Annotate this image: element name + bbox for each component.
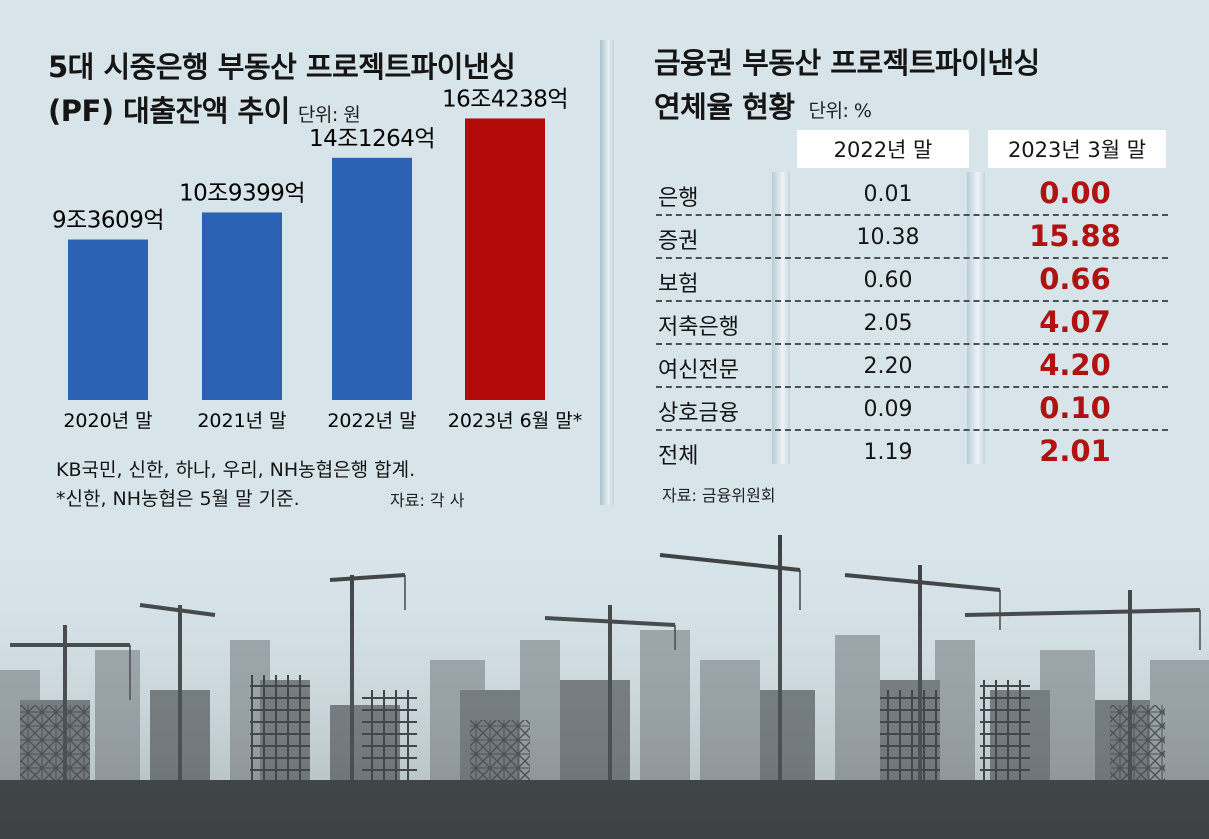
row-divider — [656, 214, 1168, 216]
row-divider — [656, 429, 1168, 431]
table-row-label: 은행 — [658, 186, 699, 211]
table-cell-2022: 2.20 — [863, 354, 913, 379]
bar-1 — [202, 212, 282, 400]
bar-value-label: 14조1264억 — [309, 126, 435, 152]
table-row-label: 전체 — [658, 444, 699, 469]
right-table-title-text: 연체율 현황 — [654, 90, 795, 124]
table-cell-2023: 4.07 — [1039, 305, 1111, 339]
left-chart-note-1: KB국민, 신한, 하나, 우리, NH농협은행 합계. — [56, 459, 416, 481]
bar-2 — [332, 157, 412, 400]
left-chart-note-2: *신한, NH농협은 5월 말 기준. — [56, 488, 300, 510]
left-chart-title-text: (PF) 대출잔액 추이 — [48, 94, 290, 128]
bar-3 — [465, 118, 545, 400]
left-chart-unit: 단위: 원 — [297, 104, 361, 126]
table-cell-2022: 0.01 — [863, 182, 913, 207]
table-row-label: 여신전문 — [658, 358, 739, 383]
category-label: 2023년 6월 말* — [448, 410, 582, 432]
category-label: 2020년 말 — [63, 410, 152, 432]
table-cell-2022: 0.09 — [863, 397, 913, 422]
table-row-label: 증권 — [658, 229, 699, 254]
table-cell-2022: 2.05 — [863, 311, 913, 336]
left-chart-source: 자료: 각 사 — [390, 491, 465, 510]
table-row-label: 상호금융 — [658, 401, 739, 426]
panel-divider — [600, 40, 614, 505]
column-shade-left — [772, 172, 790, 464]
category-label: 2021년 말 — [197, 410, 286, 432]
bar-0 — [68, 239, 148, 400]
table-cell-2022: 10.38 — [856, 225, 920, 250]
row-divider — [656, 386, 1168, 388]
right-table-source: 자료: 금융위원회 — [662, 486, 776, 505]
table-cell-2023: 0.66 — [1039, 262, 1111, 296]
table-cell-2023: 15.88 — [1029, 219, 1121, 253]
row-divider — [656, 343, 1168, 345]
row-divider — [656, 257, 1168, 259]
pf-loan-bar-chart: 9조3609억 2020년 말 10조9399억 2021년 말 14조1264억 202… — [52, 86, 582, 432]
column-header-2022: 2022년 말 — [797, 130, 969, 168]
table-cell-2022: 1.19 — [863, 440, 913, 465]
table-cell-2023: 4.20 — [1039, 348, 1111, 382]
left-chart-title-line1: 5대 시중은행 부동산 프로젝트파이낸싱 — [48, 50, 516, 84]
bar-value-label: 10조9399억 — [179, 180, 305, 206]
construction-skyline-illustration — [0, 530, 1209, 839]
column-shade-middle — [967, 172, 985, 464]
column-header-2023: 2023년 3월 말 — [988, 130, 1166, 168]
bar-value-label: 16조4238억 — [442, 86, 568, 112]
right-table-title-line1: 금융권 부동산 프로젝트파이낸싱 — [654, 46, 1040, 80]
row-divider — [656, 300, 1168, 302]
bar-value-label: 9조3609억 — [52, 208, 164, 234]
table-cell-2023: 0.10 — [1039, 391, 1111, 425]
table-cell-2023: 2.01 — [1039, 434, 1111, 468]
right-table-unit: 단위: % — [808, 100, 872, 122]
table-row-label: 저축은행 — [658, 315, 739, 340]
left-chart-title-line2: (PF) 대출잔액 추이 단위: 원 — [48, 88, 361, 130]
table-cell-2022: 0.60 — [863, 268, 913, 293]
category-label: 2022년 말 — [327, 410, 416, 432]
right-table-title-line2: 연체율 현황 단위: % — [654, 84, 872, 126]
table-row-label: 보험 — [658, 272, 699, 297]
skyline-shade — [0, 530, 1209, 839]
table-cell-2023: 0.00 — [1039, 176, 1111, 210]
